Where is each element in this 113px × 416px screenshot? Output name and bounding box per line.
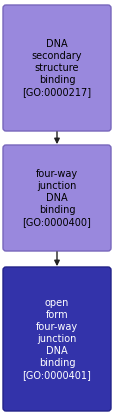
Text: four-way
junction
DNA
binding
[GO:0000400]: four-way junction DNA binding [GO:000040… [22, 169, 91, 227]
Text: DNA
secondary
structure
binding
[GO:0000217]: DNA secondary structure binding [GO:0000… [22, 39, 91, 97]
FancyBboxPatch shape [3, 145, 110, 251]
Text: open
form
four-way
junction
DNA
binding
[GO:0000401]: open form four-way junction DNA binding … [22, 298, 91, 380]
FancyBboxPatch shape [3, 5, 110, 131]
FancyBboxPatch shape [3, 267, 110, 411]
